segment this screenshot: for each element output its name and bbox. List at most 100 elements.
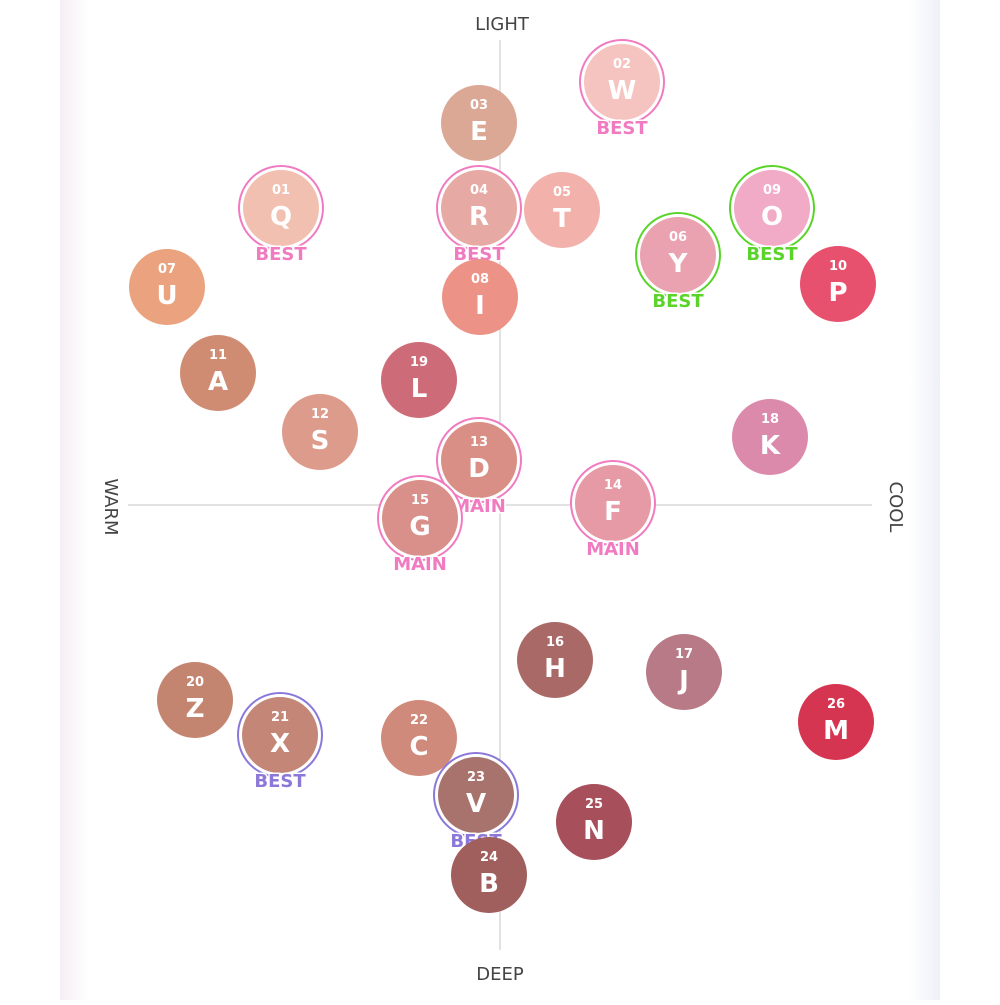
swatch-number: 10 (829, 259, 847, 274)
swatch: 17 J (646, 634, 722, 710)
swatch: 16 H (517, 622, 593, 698)
axis-label-top: LIGHT (475, 14, 530, 35)
swatch-number: 01 (272, 183, 290, 198)
swatch-color (798, 684, 874, 760)
swatch-color (180, 335, 256, 411)
right-edge (910, 0, 940, 1000)
swatch-letter: Q (270, 202, 292, 232)
swatch-letter: M (823, 716, 849, 746)
swatch-number: 22 (410, 713, 428, 728)
left-edge (60, 0, 90, 1000)
swatch-number: 26 (827, 697, 845, 712)
swatch-color (575, 465, 651, 541)
swatch-letter: P (828, 278, 847, 308)
swatch-number: 15 (411, 493, 429, 508)
axis-label-right: COOL (885, 482, 906, 533)
swatch: 25 N (556, 784, 632, 860)
swatch: 18 K (732, 399, 808, 475)
swatch: 14 F MAIN (570, 460, 656, 562)
swatch-letter: Z (186, 694, 205, 724)
swatch: 06 Y BEST (635, 212, 721, 314)
swatch-color (129, 249, 205, 325)
swatch-color (640, 217, 716, 293)
swatch-color (282, 394, 358, 470)
swatch-tag: BEST (255, 244, 307, 265)
swatch-number: 23 (467, 770, 485, 785)
swatch-color (800, 246, 876, 322)
swatch-letter: H (544, 654, 566, 684)
swatch-color (646, 634, 722, 710)
swatch-letter: F (604, 497, 622, 527)
swatch-letter: I (475, 291, 485, 321)
swatch: 12 S (282, 394, 358, 470)
swatch-color (441, 85, 517, 161)
swatch-letter: X (270, 729, 290, 759)
swatch-color (381, 700, 457, 776)
swatch-letter: R (469, 202, 489, 232)
swatch-letter: N (583, 816, 605, 846)
swatch: 10 P (800, 246, 876, 322)
swatch-number: 09 (763, 183, 781, 198)
swatch-tag: BEST (652, 291, 704, 312)
swatch-color (442, 259, 518, 335)
swatch-color (381, 342, 457, 418)
swatch-letter: T (553, 204, 571, 234)
swatch: 22 C (381, 700, 457, 776)
swatch: 21 X BEST (237, 692, 323, 794)
swatch: 03 E (441, 85, 517, 161)
swatch-letter: D (468, 454, 490, 484)
swatch: 09 O BEST (729, 165, 815, 267)
swatch-number: 11 (209, 348, 227, 363)
swatch-number: 19 (410, 355, 428, 370)
swatch-color (243, 170, 319, 246)
swatch: 02 W BEST (579, 39, 665, 141)
swatch-letter: E (470, 117, 488, 147)
swatch-number: 05 (553, 185, 571, 200)
swatch-number: 18 (761, 412, 779, 427)
swatch-color (517, 622, 593, 698)
swatch-color (734, 170, 810, 246)
swatch-number: 14 (604, 478, 622, 493)
swatches: 01 Q BEST 02 W BEST 03 E 04 R BEST 05 T 06 Y BEST 07 U 08 I… (129, 39, 876, 913)
swatch-number: 13 (470, 435, 488, 450)
swatch-color (732, 399, 808, 475)
swatch-color (382, 480, 458, 556)
swatch-letter: K (760, 431, 781, 461)
swatch-tag: BEST (254, 771, 306, 792)
swatch-color (438, 757, 514, 833)
swatch: 24 B (451, 837, 527, 913)
swatch-tag: MAIN (586, 539, 640, 560)
swatch-letter: U (156, 281, 177, 311)
swatch-number: 08 (471, 272, 489, 287)
axis-label-bottom: DEEP (476, 964, 524, 985)
swatch: 26 M (798, 684, 874, 760)
swatch: 20 Z (157, 662, 233, 738)
swatch-number: 07 (158, 262, 176, 277)
swatch-letter: W (608, 76, 637, 106)
swatch: 23VBEST (433, 752, 519, 854)
swatch: 01 Q BEST (238, 165, 324, 267)
swatch-color (441, 170, 517, 246)
swatch-color (524, 172, 600, 248)
swatch: 19 L (381, 342, 457, 418)
swatch-color (584, 44, 660, 120)
swatch-letter: V (466, 789, 486, 819)
swatch-letter: L (411, 374, 428, 404)
swatch-tag: BEST (746, 244, 798, 265)
swatch-letter: Y (668, 249, 689, 279)
swatch-tag: MAIN (393, 554, 447, 575)
swatch: 05 T (524, 172, 600, 248)
swatch-number: 06 (669, 230, 687, 245)
swatch: 08 I (442, 259, 518, 335)
swatch-color (451, 837, 527, 913)
swatch-number: 17 (675, 647, 693, 662)
swatch-tag: BEST (596, 118, 648, 139)
axis-label-left: WARM (100, 478, 121, 535)
swatch-number: 20 (186, 675, 204, 690)
swatch-letter: B (479, 869, 499, 899)
swatch-number: 12 (311, 407, 329, 422)
swatch-number: 16 (546, 635, 564, 650)
